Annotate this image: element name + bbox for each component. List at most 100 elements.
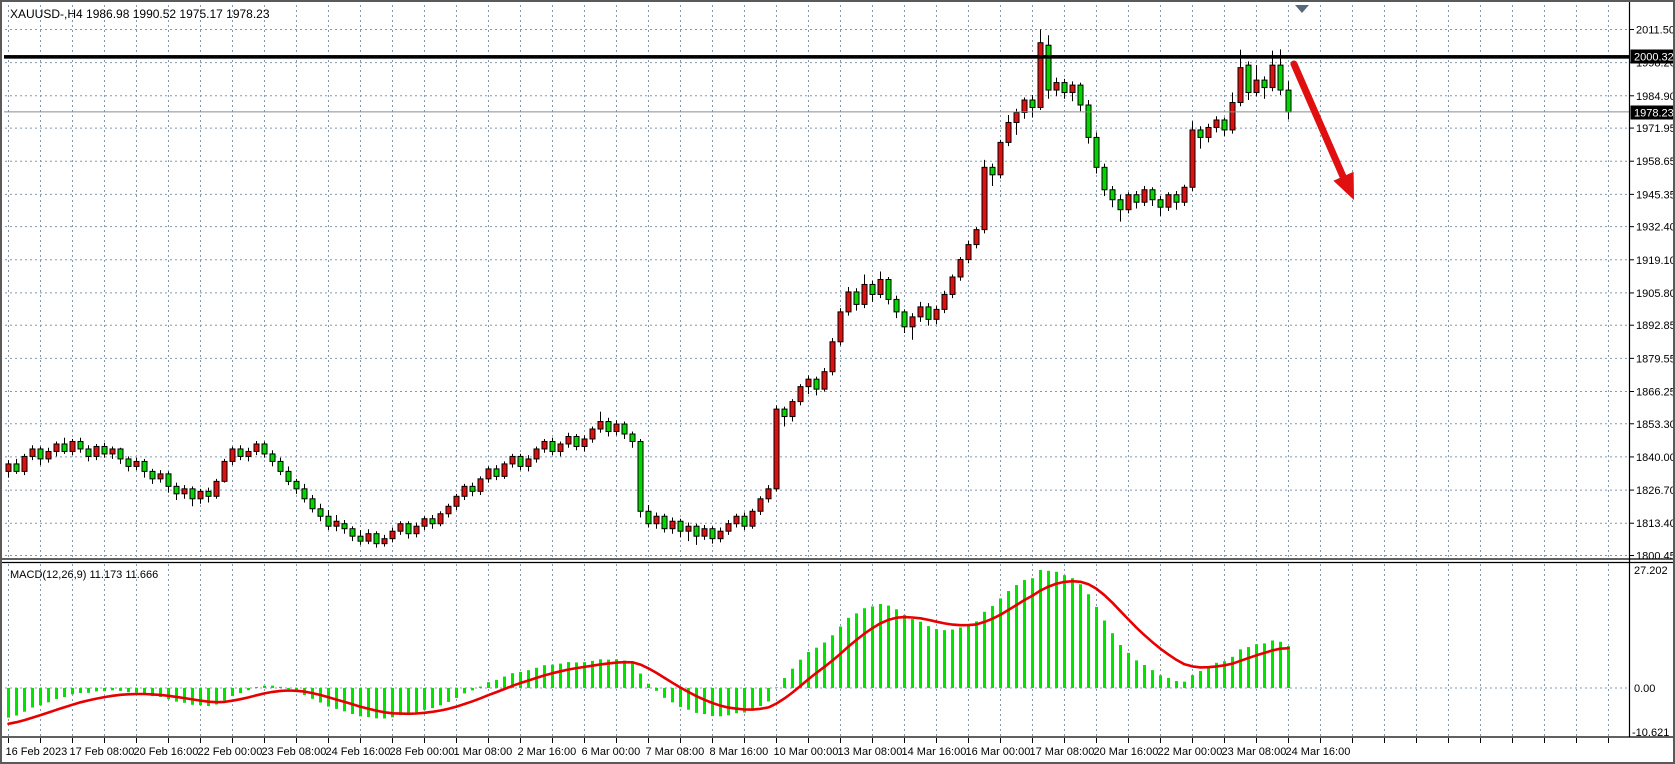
macd-histogram-bar: [407, 687, 410, 715]
macd-histogram-bar: [551, 664, 554, 688]
down-arrow-annotation[interactable]: [1290, 60, 1354, 200]
candle-body: [85, 448, 92, 457]
overlay-layer: [4, 55, 1629, 200]
macd-histogram-bar: [1119, 644, 1122, 688]
macd-histogram-bar: [583, 662, 586, 688]
macd-indicator-label: MACD(12,26,9) 11.173 11.666: [10, 569, 158, 581]
macd-histogram-bar: [895, 609, 898, 688]
candle-body: [869, 283, 876, 295]
time-axis-label: 10 Mar 00:00: [774, 746, 839, 758]
candle-body: [741, 515, 748, 527]
macd-histogram-bar: [631, 662, 634, 688]
macd-histogram-bar: [391, 687, 394, 718]
candle-body: [469, 485, 476, 492]
price-axis-label: 1905.80: [1636, 288, 1673, 300]
candle-body: [5, 463, 12, 472]
candle-body: [989, 166, 996, 176]
macd-histogram-bar: [775, 687, 778, 688]
macd-histogram-bar: [727, 687, 730, 716]
candle-body: [45, 450, 52, 460]
macd-histogram-bar: [143, 687, 146, 695]
candle-body: [461, 485, 468, 497]
time-axis-label: 16 Mar 00:00: [966, 746, 1031, 758]
macd-histogram-bar: [1103, 620, 1106, 688]
candle-body: [1229, 102, 1236, 131]
macd-histogram-bar: [671, 687, 674, 703]
candle-body: [1133, 194, 1140, 203]
candle-body: [685, 525, 692, 532]
candle-body: [701, 528, 708, 537]
macd-histogram-bar: [743, 687, 746, 713]
candle-body: [229, 448, 236, 462]
bid-price-badge-label: 1978.23: [1634, 108, 1673, 120]
candle-body: [1189, 129, 1196, 188]
macd-histogram-bar: [575, 662, 578, 688]
macd-layer: [7, 570, 1290, 726]
macd-histogram-bar: [527, 670, 530, 688]
candle-body: [389, 530, 396, 540]
candle-body: [261, 443, 268, 455]
macd-histogram-bar: [1047, 570, 1050, 688]
macd-histogram-bar: [167, 687, 170, 700]
candle-body: [405, 523, 412, 535]
macd-histogram-bar: [1271, 640, 1274, 688]
macd-histogram-bar: [879, 603, 882, 688]
price-axis-label: 1984.90: [1636, 91, 1673, 103]
macd-histogram-bar: [111, 687, 114, 691]
candle-body: [941, 293, 948, 310]
candle-body: [309, 498, 316, 510]
chart-shift-marker-icon[interactable]: [1295, 5, 1309, 13]
candle-body: [37, 448, 44, 460]
macd-histogram-bar: [287, 687, 290, 690]
price-axis-label: 2011.50: [1636, 25, 1673, 37]
macd-histogram-bar: [623, 660, 626, 688]
candle-body: [949, 276, 956, 295]
macd-histogram-bar: [23, 687, 26, 712]
candle-body: [325, 515, 332, 527]
candle-body: [565, 435, 572, 445]
candle-body: [285, 470, 292, 482]
macd-histogram-bar: [1159, 675, 1162, 688]
time-axis-label: 20 Mar 16:00: [1094, 746, 1159, 758]
time-axis-label: 24 Mar 16:00: [1286, 746, 1351, 758]
price-axis-label: 1813.40: [1636, 518, 1673, 530]
time-axis-label: 2 Mar 16:00: [518, 746, 577, 758]
candle-body: [861, 283, 868, 305]
macd-histogram-bar: [15, 687, 18, 716]
time-axis-label: 14 Mar 16:00: [902, 746, 967, 758]
macd-histogram-bar: [247, 687, 250, 691]
candle-body: [709, 528, 716, 540]
candle-body: [1045, 44, 1052, 91]
candle-body: [541, 440, 548, 450]
macd-histogram-bar: [439, 687, 442, 706]
macd-histogram-bar: [943, 630, 946, 688]
candle-body: [1053, 82, 1060, 91]
candle-body: [1077, 84, 1084, 106]
macd-histogram-bar: [935, 629, 938, 688]
macd-histogram-bar: [615, 659, 618, 688]
candle-body: [253, 443, 260, 452]
horizontal-line-2000[interactable]: [4, 55, 1629, 59]
macd-histogram-bar: [735, 687, 738, 714]
macd-histogram-bar: [1191, 675, 1194, 688]
macd-histogram-bar: [991, 606, 994, 688]
candle-body: [1213, 119, 1220, 128]
price-axis-label: 1932.40: [1636, 222, 1673, 234]
macd-histogram-bar: [79, 687, 82, 693]
macd-histogram-bar: [1223, 661, 1226, 688]
price-axis-label: 1866.25: [1636, 387, 1673, 399]
candle-body: [525, 458, 532, 467]
candle-body: [357, 535, 364, 542]
candle-body: [277, 460, 284, 472]
chart-ohlc-title: XAUUSD-,H4 1986.98 1990.52 1975.17 1978.…: [10, 7, 270, 21]
macd-histogram-bar: [511, 673, 514, 688]
price-axis-label: 1800.45: [1636, 551, 1673, 563]
candle-body: [1109, 189, 1116, 201]
macd-histogram-bar: [1007, 591, 1010, 688]
candle-body: [613, 423, 620, 433]
candle-body: [1117, 199, 1124, 211]
macd-histogram-bar: [911, 619, 914, 688]
candle-body: [901, 311, 908, 328]
candle-body: [805, 378, 812, 388]
